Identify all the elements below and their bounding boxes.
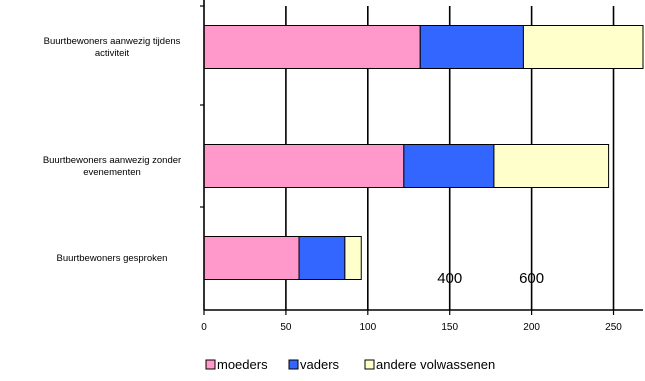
legend: moeders vaders andere volwassenen [205,357,495,372]
category-labels: Buurtbewoners aanwezig tijdensactiviteit… [43,36,181,264]
bar-andere-volwassenen-2 [344,236,362,280]
legend-swatch [288,359,299,370]
x-tick-label-0: 0 [201,322,207,333]
x-tick-label-250: 250 [605,322,622,333]
legend-label: vaders [300,357,340,372]
bar-vaders-1 [403,144,495,188]
legend-item-andere-volwassenen: andere volwassenen [364,357,495,372]
legend-label: andere volwassenen [376,357,495,372]
legend-item-moeders: moeders [205,357,268,372]
legend-swatch [205,359,216,370]
annotation-600: 600 [519,270,544,287]
bar-moeders-2 [203,236,300,280]
category-label-2: Buurtbewoners gesproken [57,253,168,264]
bar-vaders-0 [419,25,524,69]
x-tick-label-200: 200 [523,322,540,333]
category-label-line: evenementen [83,167,141,178]
x-tick-label-100: 100 [359,322,376,333]
category-label-line: Buurtbewoners aanwezig tijdens [44,36,181,47]
bar-andere-volwassenen-1 [493,144,610,188]
x-tick-label-50: 50 [280,322,292,333]
annotation-400: 400 [437,270,462,287]
bar-andere-volwassenen-0 [522,25,644,69]
category-label-line: activiteit [95,48,130,59]
legend-item-vaders: vaders [288,357,340,372]
bar-stacks [203,25,644,280]
bar-moeders-0 [203,25,421,69]
x-axis-tick-labels: 0 50 100 150 200 250 [201,322,622,333]
axes [200,0,643,315]
category-label-line: Buurtbewoners aanwezig zonder [43,155,181,166]
legend-swatch [364,359,375,370]
x-tick-label-150: 150 [441,322,458,333]
category-label-line: Buurtbewoners gesproken [57,253,168,264]
legend-label: moeders [217,357,268,372]
annotations: 400 600 [437,270,544,287]
bar-moeders-1 [203,144,405,188]
bar-vaders-2 [298,236,346,280]
